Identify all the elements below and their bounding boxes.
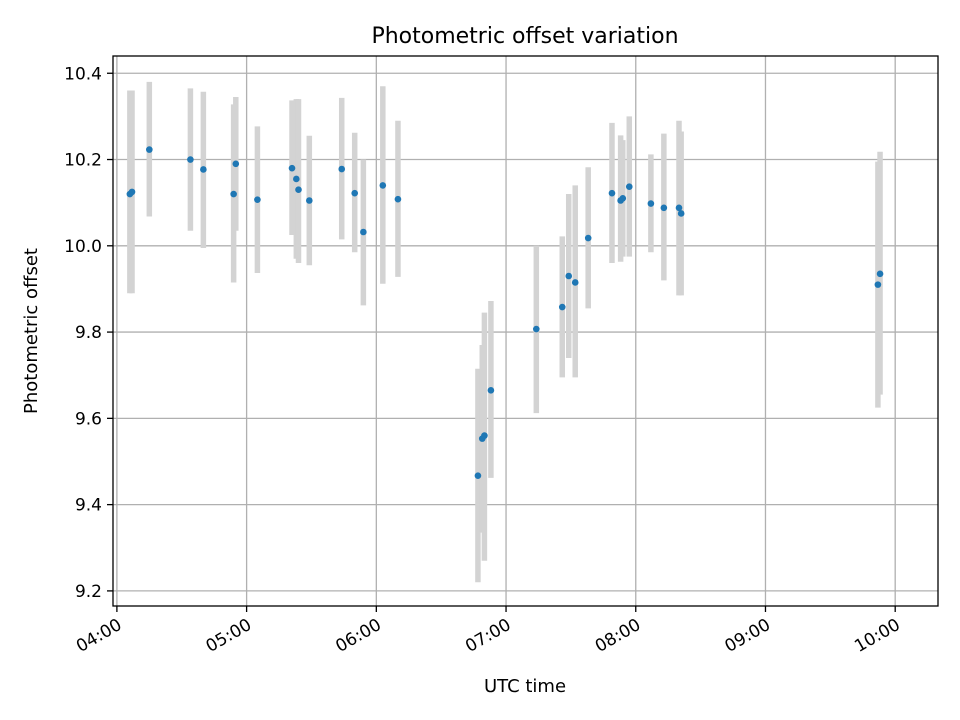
data-point [288, 164, 296, 172]
data-point [571, 279, 579, 286]
data-point [677, 210, 685, 217]
data-point [187, 156, 194, 163]
data-point [338, 165, 346, 173]
data-point [230, 190, 237, 198]
data-point [351, 189, 359, 197]
data-point [394, 195, 402, 203]
data-point [660, 204, 668, 212]
x-axis-label: UTC time [484, 676, 566, 697]
data-point [232, 160, 240, 168]
data-points [126, 146, 884, 480]
y-tick-label: 9.6 [75, 409, 102, 429]
y-axis-label: Photometric offset [21, 248, 42, 414]
x-tick-label: 05:00 [203, 615, 255, 657]
chart-title: Photometric offset variation [371, 24, 678, 49]
data-point [200, 166, 207, 173]
y-tick-label: 9.2 [75, 582, 102, 602]
y-tick-label: 10.2 [64, 151, 102, 171]
plot-frame [112, 55, 939, 607]
data-point [876, 270, 884, 278]
data-point [306, 197, 313, 204]
data-point [619, 195, 627, 202]
data-point [254, 196, 261, 203]
y-tick-label: 10.4 [64, 64, 102, 84]
grid [113, 56, 938, 606]
y-tick-label: 10.0 [64, 237, 102, 257]
data-point [647, 200, 655, 207]
data-point [474, 472, 482, 480]
x-tick-label: 04:00 [73, 615, 125, 657]
data-point [293, 175, 300, 183]
data-point [295, 186, 302, 194]
data-point [146, 146, 153, 153]
data-point [584, 234, 592, 242]
data-point [533, 325, 540, 333]
data-point [360, 228, 367, 236]
y-tick-label: 9.4 [75, 496, 102, 516]
data-point [608, 189, 616, 197]
data-point [675, 204, 683, 212]
data-point [481, 432, 488, 439]
x-tick-label: 08:00 [592, 615, 644, 657]
data-point [625, 183, 633, 191]
x-tick-label: 07:00 [462, 615, 514, 657]
x-tick-label: 06:00 [332, 615, 384, 657]
y-tick-label: 9.8 [75, 323, 102, 343]
data-point [565, 272, 573, 280]
data-point [487, 387, 495, 394]
data-point [379, 182, 387, 189]
data-point [874, 281, 882, 288]
data-point [558, 303, 566, 311]
x-tick-label: 09:00 [722, 615, 774, 657]
x-tick-label: 10:00 [851, 615, 903, 657]
data-point [128, 188, 136, 196]
